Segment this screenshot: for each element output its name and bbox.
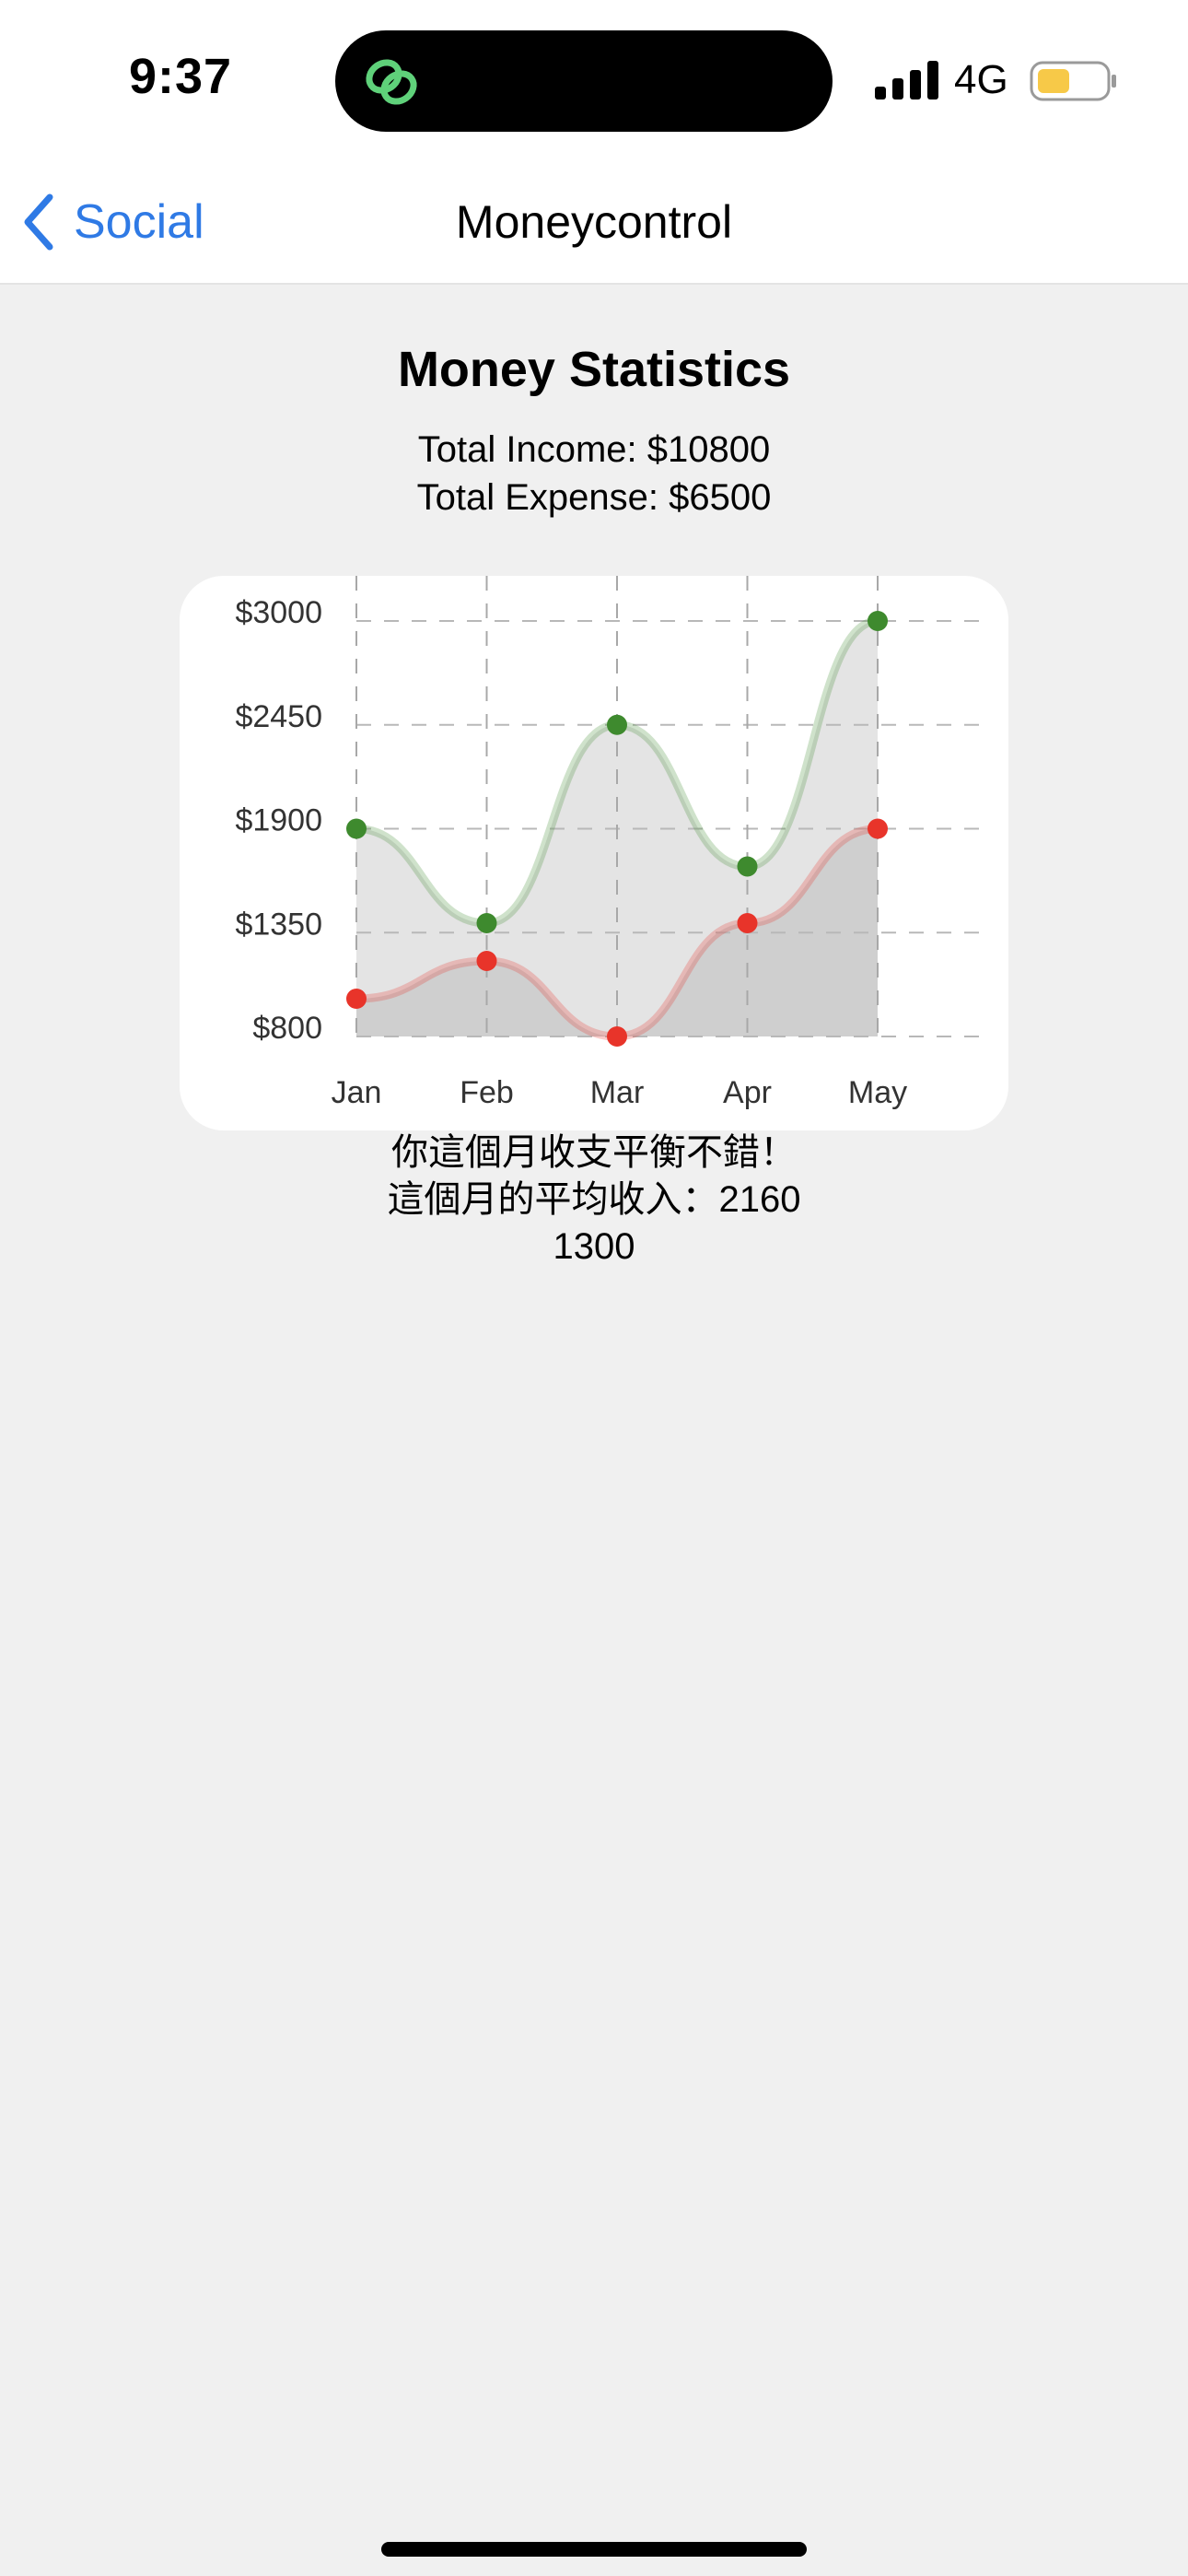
line-chart: $3000 $2450 $1900 $1350 $800 Jan Feb Mar Apr May [235, 576, 990, 1110]
series-2-point [346, 989, 367, 1009]
status-time: 9:37 [129, 49, 233, 104]
home-indicator [381, 2542, 807, 2557]
series-2-point [868, 818, 888, 839]
series-2-area [356, 828, 878, 1036]
series-2-point [476, 951, 497, 971]
chevron-left-icon [24, 193, 53, 251]
y-tick-label: $1350 [235, 907, 322, 942]
y-tick-label: $3000 [235, 595, 322, 630]
back-button[interactable]: Social [20, 190, 204, 254]
x-tick-label: Apr [723, 1075, 772, 1110]
total-income: Total Income: $10800 [417, 429, 771, 470]
x-tick-label: Mar [590, 1075, 645, 1110]
dynamic-island [335, 30, 833, 132]
message-line-1: 你這個月收支平衡不錯！ [391, 1132, 797, 1173]
summary-message: 你這個月收支平衡不錯！ 這個月的平均收入：2160 1300 [0, 1130, 1188, 1270]
series-2-line [352, 825, 882, 1041]
series-1-line [352, 616, 882, 928]
series-1-point [476, 913, 497, 933]
series-1-point [737, 856, 758, 877]
link-rings-icon [366, 59, 417, 105]
y-tick-label: $800 [252, 1011, 322, 1046]
message-line-3: 1300 [553, 1226, 635, 1267]
chart-card: $3000 $2450 $1900 $1350 $800 Jan Feb Mar Apr May [180, 576, 1008, 1130]
x-tick-label: Feb [460, 1075, 514, 1110]
totals-summary: Total Income: $10800 Total Expense: $650… [0, 426, 1188, 521]
signal-icon [875, 61, 938, 100]
y-tick-label: $1900 [235, 803, 322, 838]
top-bar: 9:37 4G Social Moneycontrol [0, 0, 1188, 285]
nav-title: Moneycontrol [455, 196, 733, 248]
back-label: Social [74, 195, 204, 249]
series-1-point [607, 714, 627, 735]
series-1-point [868, 611, 888, 631]
network-label: 4G [954, 57, 1008, 102]
series-2-point [737, 913, 758, 933]
series-1-point [346, 818, 367, 839]
total-expense: Total Expense: $6500 [416, 477, 772, 518]
page-heading: Money Statistics [397, 342, 791, 397]
x-tick-label: May [848, 1075, 907, 1110]
x-tick-label: Jan [332, 1075, 382, 1110]
series-2-point [607, 1026, 627, 1047]
y-tick-label: $2450 [235, 699, 322, 734]
message-line-2: 這個月的平均收入：2160 [387, 1179, 801, 1220]
battery-icon [1030, 61, 1116, 101]
